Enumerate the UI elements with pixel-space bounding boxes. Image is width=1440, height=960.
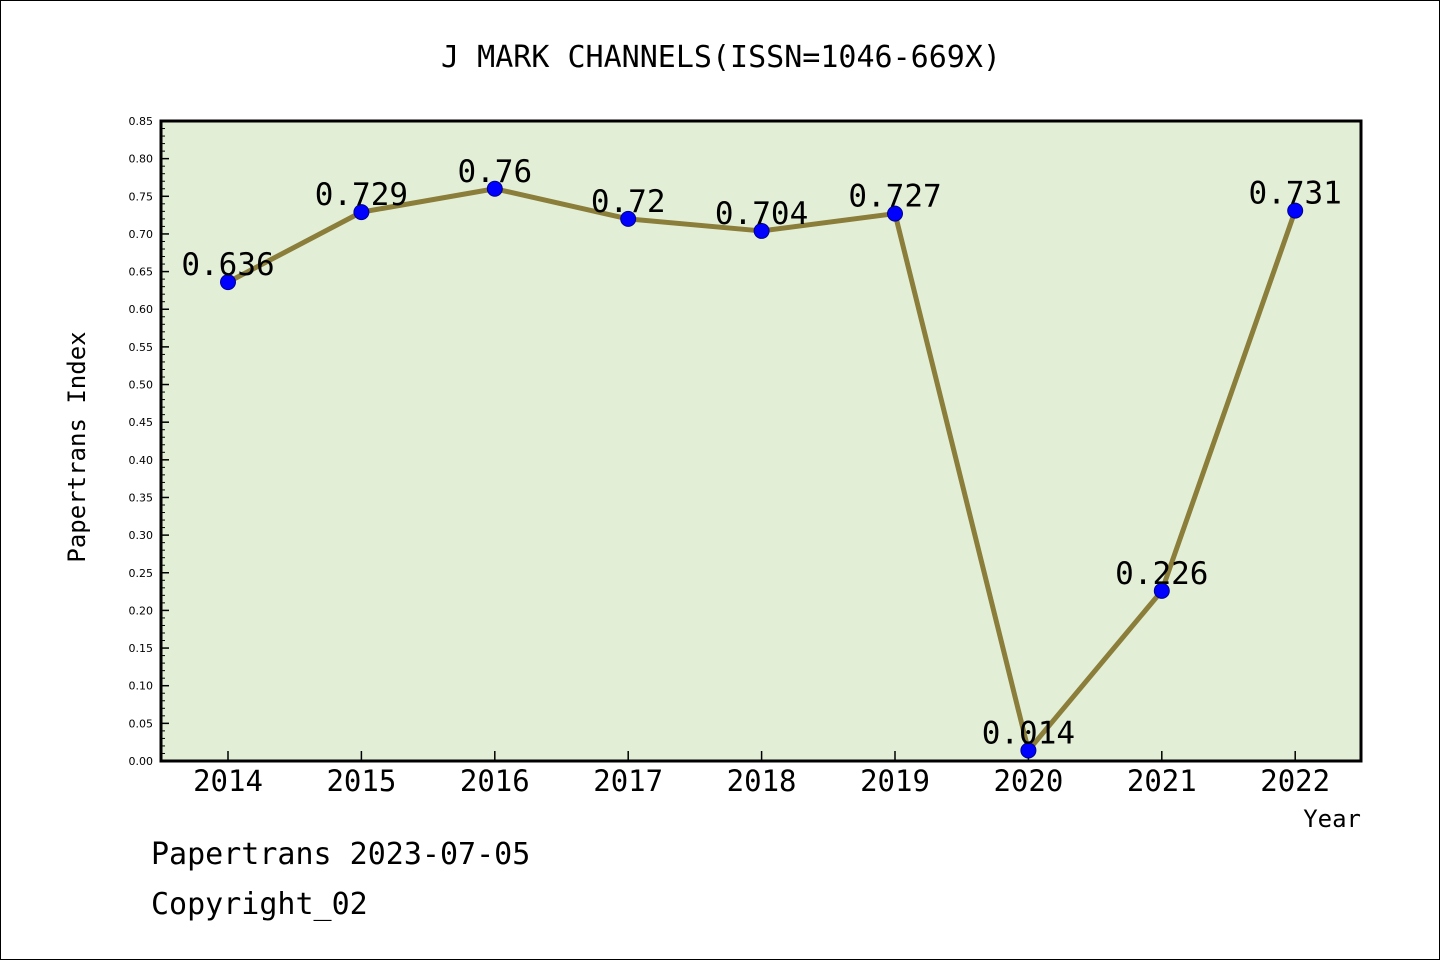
y-tick-label: 0.15 (129, 642, 154, 655)
y-tick-label: 0.85 (129, 115, 154, 128)
y-tick-label: 0.65 (129, 266, 154, 279)
y-tick-label: 0.80 (129, 153, 154, 166)
y-tick-label: 0.40 (129, 454, 154, 467)
data-point (1287, 202, 1304, 219)
data-label: 0.76 (457, 154, 532, 190)
x-tick-label: 2021 (1127, 764, 1197, 798)
y-tick-label: 0.30 (129, 529, 154, 542)
x-tick-label: 2017 (593, 764, 663, 798)
y-tick-label: 0.00 (129, 755, 154, 768)
data-label: 0.226 (1115, 556, 1208, 592)
data-label: 0.727 (848, 179, 941, 215)
data-point (1020, 742, 1037, 759)
footer-copyright: Copyright_02 (151, 887, 368, 922)
x-tick-label: 2015 (326, 764, 396, 798)
x-tick-label: 2020 (993, 764, 1063, 798)
data-point (353, 204, 370, 221)
y-tick-label: 0.70 (129, 228, 154, 241)
y-axis: 0.00 0.05 0.10 0.15 0.20 0.25 0.30 0.35 0.40 0.45… (129, 115, 169, 768)
y-tick-label: 0.55 (129, 341, 154, 354)
y-tick-label: 0.10 (129, 680, 154, 693)
y-tick-label: 0.75 (129, 190, 154, 203)
data-point (220, 274, 236, 291)
x-axis-label: Year (1303, 805, 1361, 833)
y-tick-label: 0.05 (129, 717, 154, 730)
x-tick-label: 2018 (727, 764, 797, 798)
data-label: 0.731 (1249, 176, 1342, 212)
y-tick-label: 0.35 (129, 491, 154, 504)
y-axis-label: Papertrans Index (63, 331, 91, 562)
x-tick-label: 2014 (193, 764, 263, 798)
data-point (887, 205, 903, 222)
x-tick-label: 2016 (460, 764, 530, 798)
data-point (753, 222, 770, 239)
x-axis: 2014 2015 2016 2017 2018 2019 2020 2021 2022 (193, 751, 1330, 798)
y-tick-label: 0.20 (129, 604, 154, 617)
footer-date: Papertrans 2023-07-05 (151, 837, 531, 872)
data-label: 0.636 (181, 247, 274, 283)
y-tick-label: 0.50 (129, 379, 154, 392)
data-label: 0.014 (982, 715, 1075, 751)
data-point (620, 210, 637, 227)
x-tick-label: 2022 (1260, 764, 1330, 798)
data-label: 0.729 (315, 177, 408, 213)
y-tick-label: 0.60 (129, 303, 154, 316)
y-tick-label: 0.45 (129, 416, 154, 429)
data-label: 0.72 (591, 184, 666, 220)
data-point (1153, 582, 1170, 599)
series-group: 0.636 0.729 0.76 0.72 0.704 0.727 0.014 0.226 0.… (181, 154, 1342, 759)
chart-title: J MARK CHANNELS(ISSN=1046-669X) (441, 40, 1001, 75)
data-point (486, 180, 503, 197)
data-label: 0.704 (715, 196, 808, 232)
y-tick-label: 0.25 (129, 567, 154, 580)
x-tick-label: 2019 (860, 764, 930, 798)
